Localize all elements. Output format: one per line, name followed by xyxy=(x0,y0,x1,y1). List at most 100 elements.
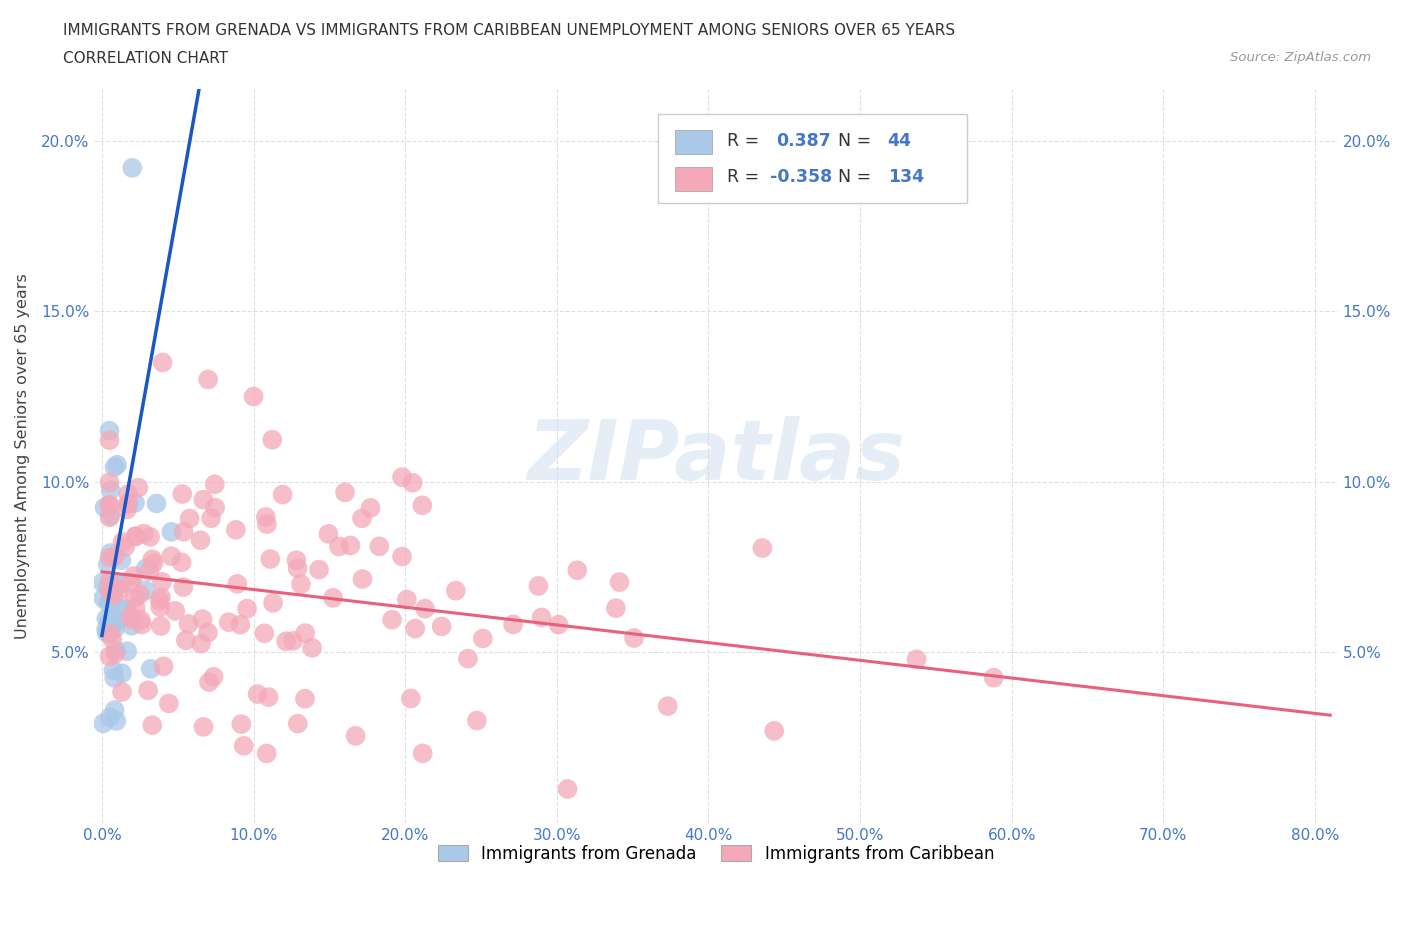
Point xyxy=(131,618,153,632)
Point xyxy=(231,717,253,732)
Point xyxy=(193,720,215,735)
Point xyxy=(103,671,125,685)
Point xyxy=(623,631,645,645)
Point xyxy=(98,594,121,609)
Point xyxy=(350,511,373,525)
Point xyxy=(527,578,550,593)
Text: N =: N = xyxy=(838,168,877,186)
Point xyxy=(139,661,162,676)
Text: N =: N = xyxy=(838,132,877,150)
Point xyxy=(98,423,121,438)
Point xyxy=(103,459,125,474)
Point xyxy=(97,615,120,630)
Point xyxy=(339,538,361,553)
Point xyxy=(98,627,121,642)
Legend: Immigrants from Grenada, Immigrants from Caribbean: Immigrants from Grenada, Immigrants from… xyxy=(432,839,1001,870)
Point xyxy=(91,575,114,590)
Point xyxy=(111,576,134,591)
Point xyxy=(98,510,121,525)
Point xyxy=(124,496,146,511)
Point xyxy=(983,671,1005,685)
Point xyxy=(152,659,174,674)
Point xyxy=(114,539,136,554)
Point xyxy=(107,601,129,616)
Point xyxy=(124,529,146,544)
Point xyxy=(411,498,433,512)
Point xyxy=(256,746,278,761)
Point xyxy=(101,618,124,632)
Text: R =: R = xyxy=(727,132,765,150)
Point xyxy=(360,500,382,515)
Point xyxy=(98,498,121,512)
Point xyxy=(105,458,128,472)
Point xyxy=(905,652,928,667)
Point xyxy=(444,583,467,598)
Point xyxy=(262,595,284,610)
Point xyxy=(98,498,121,512)
Point xyxy=(110,552,132,567)
Point xyxy=(197,372,219,387)
Point xyxy=(114,602,136,617)
Point xyxy=(253,626,276,641)
Text: 44: 44 xyxy=(887,132,911,150)
Point xyxy=(232,738,254,753)
Point xyxy=(120,612,142,627)
Point xyxy=(104,646,127,661)
Point xyxy=(177,617,200,631)
Point xyxy=(402,475,425,490)
Point xyxy=(105,713,128,728)
Point xyxy=(98,649,121,664)
Point xyxy=(547,618,569,632)
Point xyxy=(200,511,222,525)
Point xyxy=(104,549,127,564)
Point xyxy=(152,355,174,370)
Point xyxy=(124,591,146,605)
Point xyxy=(105,576,128,591)
Text: Source: ZipAtlas.com: Source: ZipAtlas.com xyxy=(1230,51,1371,64)
Point xyxy=(502,617,524,631)
Point xyxy=(322,591,344,605)
Point xyxy=(115,502,138,517)
Point xyxy=(259,551,281,566)
Point xyxy=(218,615,240,630)
Point xyxy=(165,604,187,618)
Point xyxy=(103,580,125,595)
Point xyxy=(101,631,124,646)
Point xyxy=(430,619,453,634)
Point xyxy=(101,611,124,626)
Point xyxy=(530,610,553,625)
Point xyxy=(138,564,160,578)
Point xyxy=(97,557,120,572)
Point xyxy=(333,485,356,499)
Point xyxy=(100,509,122,524)
Point xyxy=(173,525,195,539)
Point xyxy=(98,546,121,561)
Point xyxy=(204,477,226,492)
Point xyxy=(117,497,139,512)
Point xyxy=(139,529,162,544)
Point xyxy=(150,575,173,590)
Point xyxy=(281,633,304,648)
Point xyxy=(149,618,172,633)
Point xyxy=(142,556,165,571)
Text: -0.358: -0.358 xyxy=(769,168,832,186)
Point xyxy=(122,568,145,583)
Point xyxy=(111,666,134,681)
Text: IMMIGRANTS FROM GRENADA VS IMMIGRANTS FROM CARIBBEAN UNEMPLOYMENT AMONG SENIORS : IMMIGRANTS FROM GRENADA VS IMMIGRANTS FR… xyxy=(63,23,956,38)
Point xyxy=(229,618,252,632)
Point xyxy=(344,728,367,743)
Point xyxy=(98,583,121,598)
Point xyxy=(117,486,139,501)
Point xyxy=(198,674,221,689)
Point xyxy=(91,591,114,605)
Point xyxy=(117,496,139,511)
Point xyxy=(301,641,323,656)
Point xyxy=(328,539,350,554)
Point xyxy=(157,696,180,711)
Point xyxy=(98,575,121,590)
Point xyxy=(111,684,134,699)
Point xyxy=(368,538,391,553)
FancyBboxPatch shape xyxy=(658,113,967,203)
Point xyxy=(404,621,426,636)
Point xyxy=(197,625,219,640)
